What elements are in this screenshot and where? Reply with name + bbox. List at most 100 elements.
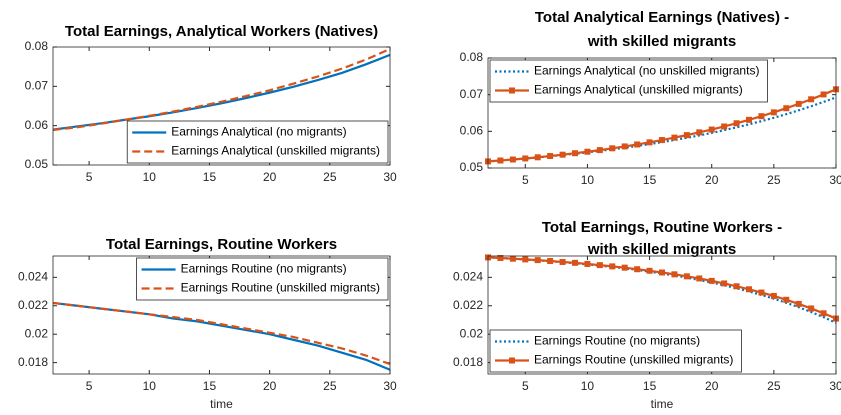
y-tick-label: 0.02 — [25, 326, 49, 340]
legend: Earnings Analytical (no migrants) Earning… — [126, 120, 389, 164]
marker — [596, 262, 603, 269]
chart-title: Total Earnings, Routine Workers - — [542, 219, 782, 236]
x-tick-label: 10 — [143, 170, 157, 184]
legend-box — [136, 257, 389, 301]
marker — [634, 141, 641, 148]
marker — [584, 260, 591, 267]
marker — [646, 139, 653, 146]
marker — [559, 151, 566, 158]
legend-label: Earnings Analytical (unskilled migrants) — [171, 144, 380, 158]
marker — [572, 150, 578, 157]
marker — [758, 289, 765, 296]
marker — [659, 269, 665, 276]
y-tick-label: 0.07 — [460, 87, 484, 101]
chart-title: with skilled migrants — [587, 241, 736, 258]
marker — [621, 143, 628, 150]
marker — [522, 155, 529, 162]
marker — [509, 255, 516, 262]
series-line — [487, 256, 837, 324]
marker — [497, 157, 504, 164]
series-line — [52, 301, 391, 366]
marker — [497, 254, 504, 261]
series-line — [52, 47, 391, 132]
x-tick-label: 5 — [522, 173, 529, 187]
marker — [572, 259, 578, 266]
legend-marker — [509, 87, 515, 94]
x-tick-label: 30 — [383, 379, 397, 393]
x-tick-label: 5 — [522, 379, 529, 393]
x-tick-label: 25 — [767, 379, 781, 393]
x-tick-label: 20 — [705, 173, 719, 187]
marker — [783, 296, 790, 303]
marker — [721, 123, 728, 130]
y-tick-label: 0.06 — [460, 124, 484, 138]
y-tick-label: 0.022 — [453, 298, 483, 312]
chart-title: Total Earnings, Routine Workers — [106, 236, 337, 253]
series-line — [52, 301, 391, 371]
marker — [609, 145, 616, 152]
axes-frame — [487, 255, 837, 375]
marker — [609, 263, 616, 270]
marker — [746, 116, 752, 123]
legend-label: Earnings Analytical (no unskilled migran… — [534, 64, 759, 78]
chart-title: Total Earnings, Analytical Workers (Nati… — [65, 23, 378, 40]
marker — [733, 120, 740, 127]
marker — [770, 109, 777, 116]
marker — [770, 292, 777, 299]
x-tick-label: 25 — [323, 170, 337, 184]
x-axis-label: time — [651, 397, 674, 411]
marker — [547, 153, 554, 160]
marker — [584, 148, 591, 155]
x-tick-label: 15 — [203, 379, 217, 393]
axes-frame — [52, 255, 391, 375]
marker — [659, 137, 665, 144]
marker — [808, 305, 815, 312]
x-tick-label: 15 — [643, 173, 657, 187]
series-line — [52, 53, 391, 131]
marker — [708, 126, 715, 133]
marker — [621, 264, 628, 271]
y-tick-label: 0.022 — [18, 298, 48, 312]
marker — [596, 147, 603, 154]
x-tick-label: 5 — [86, 379, 93, 393]
x-tick-label: 20 — [263, 379, 277, 393]
marker — [808, 96, 815, 103]
marker — [733, 283, 740, 290]
x-tick-label: 10 — [581, 173, 595, 187]
y-tick-label: 0.018 — [18, 355, 48, 369]
legend-marker — [509, 357, 515, 364]
marker — [783, 105, 790, 112]
marker — [746, 286, 752, 293]
legend: Earnings Routine (no migrants) Earnings R… — [136, 257, 389, 301]
x-tick-label: 20 — [705, 379, 719, 393]
subplot: Total Earnings, Routine Workers 5 10 15 20 25… — [18, 236, 397, 411]
marker — [646, 267, 653, 274]
marker — [683, 273, 690, 280]
marker — [795, 100, 802, 107]
marker — [534, 257, 541, 264]
marker — [820, 91, 827, 98]
marker — [671, 134, 678, 141]
marker — [708, 277, 715, 284]
legend-label: Earnings Routine (no migrants) — [181, 262, 347, 276]
legend-box — [489, 329, 742, 373]
y-tick-label: 0.08 — [25, 39, 49, 53]
subplot: Total Earnings, Routine Workers - with sk… — [453, 219, 841, 411]
marker — [671, 271, 678, 278]
x-tick-label: 10 — [581, 379, 595, 393]
subplot: Total Earnings, Analytical Workers (Nati… — [25, 23, 397, 184]
marker — [758, 113, 765, 120]
x-tick-label: 25 — [767, 173, 781, 187]
y-tick-label: 0.07 — [25, 79, 49, 93]
axes-frame — [487, 57, 837, 169]
y-tick-label: 0.024 — [18, 269, 48, 283]
legend-label: Earnings Routine (unskilled migrants) — [181, 281, 380, 295]
marker — [795, 300, 802, 307]
x-tick-label: 15 — [643, 379, 657, 393]
x-tick-label: 30 — [383, 170, 397, 184]
y-tick-label: 0.06 — [25, 118, 49, 132]
marker — [559, 258, 566, 265]
y-tick-label: 0.024 — [453, 269, 483, 283]
legend-box — [126, 120, 389, 164]
marker — [522, 256, 529, 263]
